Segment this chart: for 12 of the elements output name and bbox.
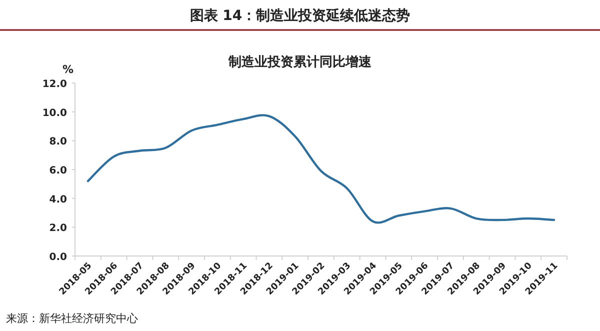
y-tick-label: 10.0 bbox=[42, 108, 68, 119]
source-note: 来源：新华社经济研究中心 bbox=[6, 312, 138, 325]
chart-title: 图表 14：制造业投资延续低迷态势 bbox=[190, 8, 410, 24]
y-tick-label: 6.0 bbox=[49, 166, 68, 176]
y-tick-label: 2.0 bbox=[49, 223, 68, 234]
y-tick-label: 0.0 bbox=[49, 252, 68, 263]
y-axis-title: % bbox=[62, 63, 74, 76]
y-tick-label: 8.0 bbox=[49, 136, 68, 148]
line-series bbox=[86, 114, 556, 224]
y-tick-label: 4.0 bbox=[49, 194, 68, 206]
chart-subtitle: 制造业投资累计同比增速 bbox=[228, 55, 372, 70]
y-tick-label: 12.0 bbox=[42, 79, 68, 90]
